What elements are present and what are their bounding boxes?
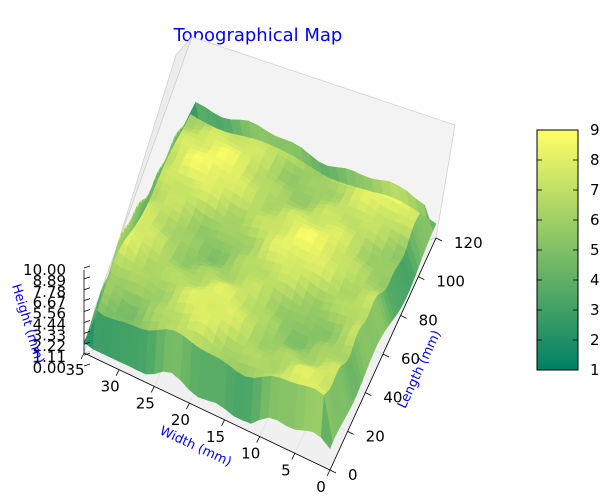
x-tick-label: 30 [101,378,120,396]
y-tick-mark [347,430,354,435]
z-tick-mark [83,320,91,323]
y-tick-mark [365,392,372,397]
colorbar-tick-label: 9 [590,121,600,139]
y-tick-label: 60 [401,350,420,368]
z-tick-mark [83,298,91,302]
y-tick-label: 40 [383,389,402,407]
x-tick-label: 0 [316,478,326,496]
colorbar-tick-label: 2 [590,331,600,349]
z-axis-ticks: 0.001.112.223.334.445.566.677.788.8910.0… [23,261,91,377]
chart-title: Topographical Map [173,25,343,46]
colorbar-tick-label: 5 [590,241,600,259]
x-tick-mark [256,436,261,443]
z-tick-label: 2.22 [33,337,66,355]
y-tick-mark [435,237,443,242]
z-tick-label: 0.00 [33,359,66,377]
y-tick-label: 80 [419,311,438,329]
z-tick-label: 4.44 [33,315,66,333]
x-axis-line [83,352,331,471]
z-tick-mark [83,287,91,291]
colorbar: 1 2 3 4 5 6 7 8 9 [536,121,600,379]
y-axis-label: Length (mm) [395,328,444,411]
y-tick-mark [382,353,390,358]
x-axis-ticks: 0 5 10 15 20 25 30 35 [65,352,331,496]
colorbar-gradient [536,129,579,371]
y-tick-mark [329,469,337,474]
y-tick-label: 20 [366,427,385,445]
z-tick-label: 10.00 [23,261,66,279]
x-tick-mark [221,419,225,427]
x-tick-label: 20 [171,411,190,429]
x-tick-mark [80,352,85,360]
x-tick-label: 10 [241,445,260,463]
x-tick-label: 15 [206,428,225,446]
x-tick-label: 5 [281,461,291,479]
z-tick-label: 7.78 [33,283,66,301]
x-tick-label: 35 [65,361,84,379]
x-tick-mark [291,453,296,460]
colorbar-tick-label: 7 [590,181,600,199]
z-tick-label: 8.89 [33,272,66,290]
z-tick-label: 3.33 [33,326,66,344]
y-tick-label: 100 [436,273,465,291]
z-tick-mark [83,265,91,269]
x-tick-mark [186,402,190,410]
y-tick-label: 0 [348,466,358,484]
surface-patch [424,204,437,232]
surface-plot [83,101,437,449]
y-tick-mark [418,276,425,281]
y-axis-line [329,237,437,471]
colorbar-ticks: 1 2 3 4 5 6 7 8 9 [537,121,600,379]
x-tick-mark [115,369,120,376]
colorbar-tick-label: 6 [590,211,600,229]
y-tick-label: 120 [454,234,483,252]
z-tick-label: 6.67 [33,294,66,312]
x-tick-mark [150,386,155,393]
x-tick-label: 25 [136,394,155,412]
z-tick-mark [83,309,91,312]
colorbar-tick-label: 3 [590,301,600,319]
colorbar-tick-label: 4 [590,271,600,289]
z-tick-mark [83,363,91,367]
z-tick-label: 1.11 [33,348,66,366]
colorbar-tick-label: 1 [590,361,600,379]
z-tick-mark [83,276,91,280]
y-tick-mark [400,314,407,319]
y-axis-ticks: 0 20 40 60 80 100 120 [329,234,483,484]
z-tick-mark [83,330,91,334]
x-tick-mark [326,469,331,477]
colorbar-tick-label: 8 [590,151,600,169]
z-tick-mark [83,341,91,345]
z-tick-label: 5.56 [33,305,66,323]
